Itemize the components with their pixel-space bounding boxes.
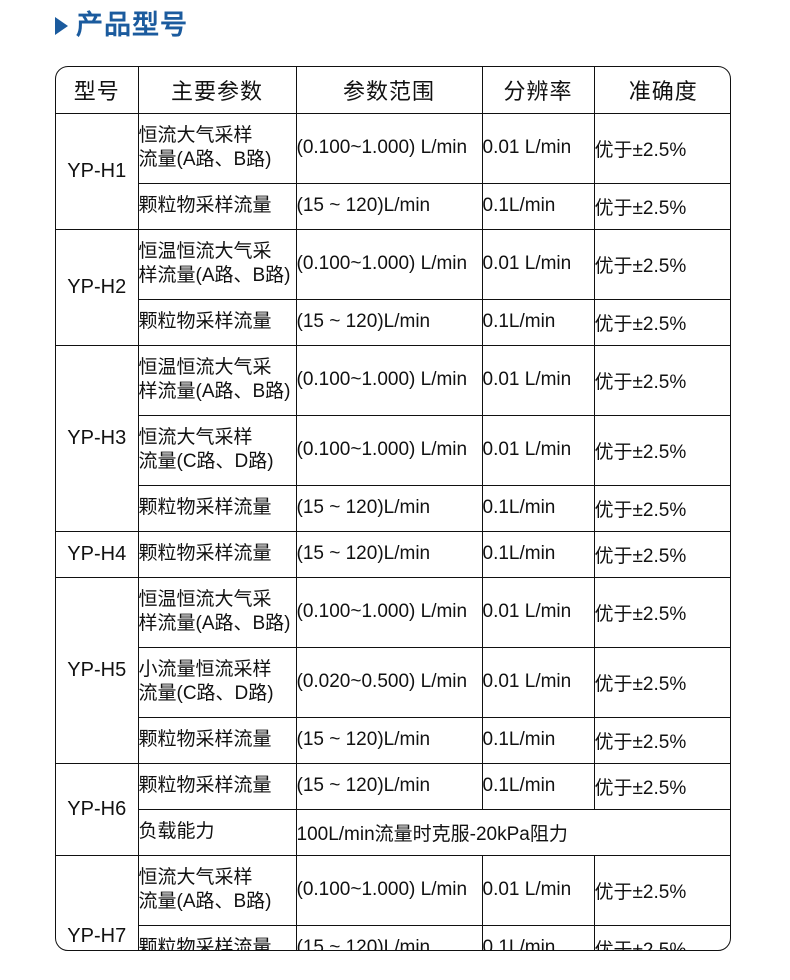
page-title-text: 产品型号 xyxy=(76,10,188,40)
table-row: 颗粒物采样流量 (15 ~ 120)L/min 0.1L/min 优于±2.5% xyxy=(56,182,730,230)
column-header-model: 型号 xyxy=(56,67,139,114)
table-row: 颗粒物采样流量 (15 ~ 120)L/min 0.1L/min 优于±2.5% xyxy=(56,484,730,532)
resolution-cell: 0.1L/min xyxy=(481,924,595,950)
parameter-cell: 恒流大气采样 流量(C路、D路) xyxy=(138,414,297,486)
accuracy-cell: 优于±2.5% xyxy=(593,646,730,718)
table-body: YP-H1 恒流大气采样 流量(A路、B路) (0.100~1.000) L/min 0… xyxy=(56,112,730,950)
resolution-cell: 0.1L/min xyxy=(481,182,595,230)
parameter-cell: 颗粒物采样流量 xyxy=(137,530,297,578)
model-cell-yp-h7: YP-H7 xyxy=(56,854,139,950)
parameter-cell: 颗粒物采样流量 xyxy=(137,762,297,810)
range-cell: (0.100~1.000) L/min xyxy=(295,576,483,648)
range-cell: (15 ~ 120)L/min xyxy=(295,530,483,578)
spec-table: 型号 主要参数 参数范围 分辨率 准确度 YP-H1 恒流大气采样 流量(A路、B路… xyxy=(56,67,730,950)
range-cell: (15 ~ 120)L/min xyxy=(295,484,483,532)
table-row: YP-H1 恒流大气采样 流量(A路、B路) (0.100~1.000) L/min 0… xyxy=(56,112,730,230)
accuracy-cell: 优于±2.5% xyxy=(593,344,730,416)
parameter-cell: 颗粒物采样流量 xyxy=(138,484,297,532)
model-cell-yp-h5: YP-H5 xyxy=(56,576,139,764)
resolution-cell: 0.01 L/min xyxy=(481,576,595,648)
range-cell: (15 ~ 120)L/min xyxy=(295,762,483,810)
table-header-row: 型号 主要参数 参数范围 分辨率 准确度 xyxy=(56,67,730,114)
accuracy-cell: 优于±2.5% xyxy=(593,228,730,300)
table-row: YP-H6 颗粒物采样流量 (15 ~ 120)L/min 0.1L/min 优于±2.… xyxy=(56,762,730,856)
resolution-cell: 0.01 L/min xyxy=(481,112,595,184)
spec-table-container: 型号 主要参数 参数范围 分辨率 准确度 YP-H1 恒流大气采样 流量(A路、B路… xyxy=(55,66,731,951)
load-capacity-value-cell: 100L/min流量时克服-20kPa阻力 xyxy=(295,808,730,856)
column-header-resolution: 分辨率 xyxy=(481,67,595,114)
parameter-cell: 颗粒物采样流量 xyxy=(138,182,297,230)
range-cell: (0.100~1.000) L/min xyxy=(295,228,483,300)
accuracy-cell: 优于±2.5% xyxy=(593,762,730,810)
resolution-cell: 0.1L/min xyxy=(481,716,595,764)
parameter-cell: 恒温恒流大气采 样流量(A路、B路) xyxy=(137,576,297,648)
table-row: 恒流大气采样 流量(C路、D路) (0.100~1.000) L/min 0.01 L… xyxy=(56,414,730,486)
triangle-right-icon xyxy=(55,16,68,35)
column-header-accuracy: 准确度 xyxy=(593,67,730,114)
table-row: 颗粒物采样流量 (15 ~ 120)L/min 0.1L/min 优于±2.5% xyxy=(56,716,730,764)
model-cell-yp-h2: YP-H2 xyxy=(56,228,139,346)
accuracy-cell: 优于±2.5% xyxy=(593,924,730,950)
range-cell: (0.100~1.000) L/min xyxy=(295,112,483,184)
accuracy-cell: 优于±2.5% xyxy=(593,298,730,346)
range-cell: (0.020~0.500) L/min xyxy=(295,646,483,718)
resolution-cell: 0.01 L/min xyxy=(481,344,595,416)
accuracy-cell: 优于±2.5% xyxy=(593,716,730,764)
resolution-cell: 0.1L/min xyxy=(481,484,595,532)
range-cell: (15 ~ 120)L/min xyxy=(295,298,483,346)
table-row: 负载能力 100L/min流量时克服-20kPa阻力 xyxy=(56,808,730,856)
parameter-cell: 恒温恒流大气采 样流量(A路、B路) xyxy=(137,228,297,300)
column-header-main-parameter: 主要参数 xyxy=(137,67,297,114)
parameter-cell: 颗粒物采样流量 xyxy=(138,924,297,950)
accuracy-cell: 优于±2.5% xyxy=(593,576,730,648)
resolution-cell: 0.01 L/min xyxy=(481,854,595,926)
table-row: YP-H2 恒温恒流大气采 样流量(A路、B路) (0.100~1.000) L/mi… xyxy=(56,228,730,346)
table-row: 颗粒物采样流量 (15 ~ 120)L/min 0.1L/min 优于±2.5% xyxy=(56,924,730,950)
range-cell: (0.100~1.000) L/min xyxy=(295,344,483,416)
resolution-cell: 0.01 L/min xyxy=(481,228,595,300)
resolution-cell: 0.1L/min xyxy=(481,530,595,578)
table-row: YP-H7 恒流大气采样 流量(A路、B路) (0.100~1.000) L/min 0… xyxy=(56,854,730,950)
resolution-cell: 0.1L/min xyxy=(481,762,595,810)
column-header-parameter-range: 参数范围 xyxy=(295,67,483,114)
accuracy-cell: 优于±2.5% xyxy=(593,112,730,184)
parameter-cell: 恒流大气采样 流量(A路、B路) xyxy=(137,854,297,926)
table-row: YP-H4 颗粒物采样流量 (15 ~ 120)L/min 0.1L/min 优于±2.… xyxy=(56,530,730,578)
parameter-cell: 颗粒物采样流量 xyxy=(138,298,297,346)
accuracy-cell: 优于±2.5% xyxy=(593,182,730,230)
parameter-cell: 小流量恒流采样 流量(C路、D路) xyxy=(138,646,297,718)
resolution-cell: 0.1L/min xyxy=(481,298,595,346)
table-row: YP-H5 恒温恒流大气采 样流量(A路、B路) (0.100~1.000) L/mi… xyxy=(56,576,730,764)
model-cell-yp-h1: YP-H1 xyxy=(56,112,139,230)
parameter-cell: 负载能力 xyxy=(138,808,297,856)
parameter-cell: 恒温恒流大气采 样流量(A路、B路) xyxy=(137,344,297,416)
range-cell: (15 ~ 120)L/min xyxy=(295,182,483,230)
range-cell: (15 ~ 120)L/min xyxy=(295,924,483,950)
accuracy-cell: 优于±2.5% xyxy=(593,530,730,578)
parameter-cell: 恒流大气采样 流量(A路、B路) xyxy=(137,112,297,184)
table-row: 颗粒物采样流量 (15 ~ 120)L/min 0.1L/min 优于±2.5% xyxy=(56,298,730,346)
accuracy-cell: 优于±2.5% xyxy=(593,484,730,532)
model-cell-yp-h6: YP-H6 xyxy=(56,762,139,856)
range-cell: (0.100~1.000) L/min xyxy=(295,414,483,486)
accuracy-cell: 优于±2.5% xyxy=(593,414,730,486)
page-title: 产品型号 xyxy=(55,12,188,39)
resolution-cell: 0.01 L/min xyxy=(481,646,595,718)
resolution-cell: 0.01 L/min xyxy=(481,414,595,486)
model-cell-yp-h3: YP-H3 xyxy=(56,344,139,532)
table-row: 小流量恒流采样 流量(C路、D路) (0.020~0.500) L/min 0.01 … xyxy=(56,646,730,718)
accuracy-cell: 优于±2.5% xyxy=(593,854,730,926)
table-row: YP-H3 恒温恒流大气采 样流量(A路、B路) (0.100~1.000) L/mi… xyxy=(56,344,730,532)
table-header: 型号 主要参数 参数范围 分辨率 准确度 xyxy=(56,67,730,114)
model-cell-yp-h4: YP-H4 xyxy=(56,530,139,578)
range-cell: (0.100~1.000) L/min xyxy=(295,854,483,926)
parameter-cell: 颗粒物采样流量 xyxy=(138,716,297,764)
range-cell: (15 ~ 120)L/min xyxy=(295,716,483,764)
